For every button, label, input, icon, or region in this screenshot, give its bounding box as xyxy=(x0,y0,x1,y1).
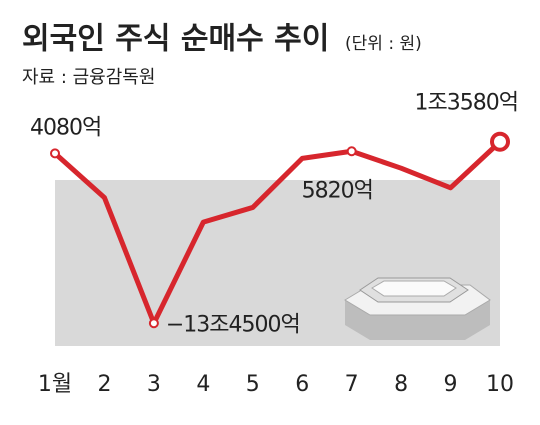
x-tick-label: 7 xyxy=(345,372,359,397)
data-line xyxy=(53,139,502,326)
source: 자료 : 금융감독원 xyxy=(22,67,155,88)
unit: (단위 : 원) xyxy=(345,34,422,54)
x-tick-label: 10 xyxy=(486,372,514,397)
x-tick-label: 5 xyxy=(246,372,260,397)
value-label: 1조3580억 xyxy=(415,91,518,116)
x-tick-label: 4 xyxy=(196,372,210,397)
value-label: −13조4500억 xyxy=(166,312,300,337)
platform-illustration xyxy=(344,277,491,340)
chart-title: 외국인 주식 순매수 추이 xyxy=(22,22,329,57)
x-tick-label: 2 xyxy=(97,372,111,397)
data-point xyxy=(148,318,159,329)
data-point xyxy=(490,131,510,152)
x-tick-label: 9 xyxy=(444,372,458,397)
x-tick-label: 1월 xyxy=(38,372,72,397)
x-tick-label: 8 xyxy=(394,372,408,397)
value-label: 4080억 xyxy=(30,115,101,140)
x-tick-label: 6 xyxy=(295,372,309,397)
x-tick-label: 3 xyxy=(147,372,161,397)
value-label: 5820억 xyxy=(302,178,373,203)
data-point xyxy=(346,146,357,157)
data-point xyxy=(50,148,60,159)
